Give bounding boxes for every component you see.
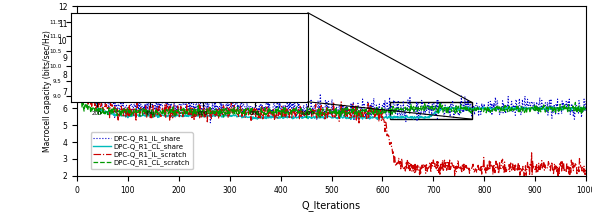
DPC-Q_R1_CL_share: [73, 55, 81, 58]
DPC-Q_R1_IL_scratch: [583, 168, 590, 170]
DPC-Q_R1_CL_share: [471, 107, 478, 110]
DPC-Q_R1_IL_share: [471, 113, 478, 116]
DPC-Q_R1_CL_share: [558, 108, 565, 110]
DPC-Q_R1_CL_scratch: [525, 106, 532, 108]
DPC-Q_R1_CL_share: [177, 114, 184, 117]
DPC-Q_R1_IL_scratch: [523, 168, 530, 171]
DPC-Q_R1_IL_share: [73, 22, 81, 25]
DPC-Q_R1_IL_scratch: [489, 165, 496, 167]
DPC-Q_R1_IL_scratch: [177, 109, 184, 112]
Line: DPC-Q_R1_IL_share: DPC-Q_R1_IL_share: [77, 20, 586, 123]
DPC-Q_R1_IL_share: [207, 121, 214, 124]
DPC-Q_R1_IL_share: [583, 100, 590, 102]
Legend: DPC-Q_R1_IL_share, DPC-Q_R1_CL_share, DPC-Q_R1_IL_scratch, DPC-Q_R1_CL_scratch: DPC-Q_R1_IL_share, DPC-Q_R1_CL_share, DP…: [91, 132, 192, 169]
DPC-Q_R1_CL_scratch: [559, 108, 566, 110]
Line: DPC-Q_R1_IL_scratch: DPC-Q_R1_IL_scratch: [77, 32, 586, 179]
DPC-Q_R1_IL_scratch: [555, 177, 562, 180]
Line: DPC-Q_R1_CL_share: DPC-Q_R1_CL_share: [77, 57, 586, 119]
DPC-Q_R1_IL_share: [490, 107, 497, 109]
DPC-Q_R1_IL_scratch: [73, 31, 81, 33]
X-axis label: Q_Iterations: Q_Iterations: [302, 200, 361, 211]
Line: DPC-Q_R1_CL_scratch: DPC-Q_R1_CL_scratch: [77, 42, 586, 118]
DPC-Q_R1_CL_share: [104, 110, 111, 113]
DPC-Q_R1_CL_share: [374, 118, 381, 121]
DPC-Q_R1_IL_share: [559, 100, 566, 102]
DPC-Q_R1_CL_scratch: [105, 110, 112, 112]
DPC-Q_R1_CL_scratch: [73, 42, 81, 45]
DPC-Q_R1_CL_scratch: [303, 117, 310, 119]
DPC-Q_R1_CL_scratch: [490, 107, 497, 110]
DPC-Q_R1_IL_share: [177, 112, 184, 115]
Bar: [390, 102, 472, 119]
DPC-Q_R1_IL_share: [105, 106, 112, 108]
DPC-Q_R1_CL_share: [583, 107, 590, 110]
DPC-Q_R1_IL_scratch: [558, 170, 565, 172]
DPC-Q_R1_CL_scratch: [471, 107, 478, 109]
DPC-Q_R1_IL_share: [75, 18, 82, 21]
DPC-Q_R1_CL_scratch: [583, 107, 590, 109]
DPC-Q_R1_IL_scratch: [470, 169, 477, 171]
DPC-Q_R1_CL_share: [524, 108, 531, 110]
DPC-Q_R1_CL_scratch: [177, 109, 184, 111]
DPC-Q_R1_CL_share: [490, 107, 497, 110]
DPC-Q_R1_IL_share: [525, 104, 532, 106]
DPC-Q_R1_IL_scratch: [104, 107, 111, 110]
Y-axis label: Macrocell capacity (bits/sec/Hz): Macrocell capacity (bits/sec/Hz): [43, 30, 52, 152]
DPC-Q_R1_CL_scratch: [75, 41, 82, 43]
